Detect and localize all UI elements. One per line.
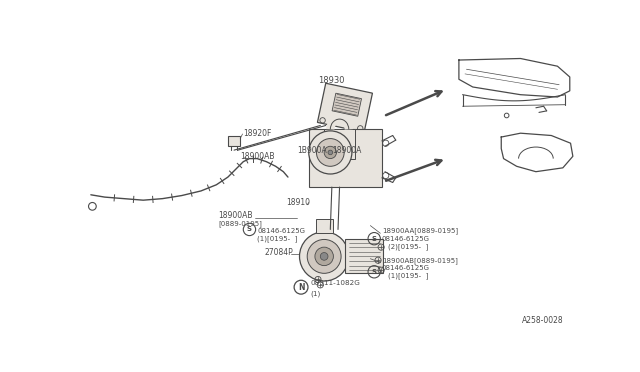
Text: A258-0028: A258-0028: [522, 316, 564, 325]
Text: 18900AB[0889-0195]: 18900AB[0889-0195]: [382, 257, 458, 264]
Text: 08146-6125G: 08146-6125G: [382, 236, 430, 242]
Polygon shape: [332, 93, 362, 116]
Text: 27084P: 27084P: [265, 248, 294, 257]
Circle shape: [315, 247, 333, 266]
Text: S: S: [372, 236, 377, 242]
Text: 1B900A: 1B900A: [297, 147, 327, 155]
Text: 18900AB: 18900AB: [240, 152, 275, 161]
Text: 18910: 18910: [287, 198, 310, 207]
FancyBboxPatch shape: [324, 129, 355, 158]
Text: 08911-1082G: 08911-1082G: [310, 280, 360, 286]
Text: 18920F: 18920F: [243, 129, 271, 138]
Text: 18900A: 18900A: [333, 147, 362, 155]
Text: (1)[0195-  ]: (1)[0195- ]: [257, 235, 298, 242]
Text: S: S: [372, 269, 377, 275]
Text: (2)[0195-  ]: (2)[0195- ]: [388, 243, 428, 250]
Text: S: S: [247, 227, 252, 232]
Polygon shape: [317, 83, 372, 132]
Bar: [345, 240, 383, 273]
Bar: [316, 219, 333, 233]
Circle shape: [316, 139, 344, 166]
Text: 08146-6125G: 08146-6125G: [257, 228, 305, 234]
Text: (1)[0195-  ]: (1)[0195- ]: [388, 272, 428, 279]
Circle shape: [328, 150, 333, 155]
Text: 18930: 18930: [318, 76, 344, 84]
Bar: [228, 136, 240, 145]
Text: [0889-0195]: [0889-0195]: [219, 220, 262, 227]
Text: (1): (1): [310, 290, 321, 296]
Circle shape: [324, 146, 337, 158]
Text: 08146-6125G: 08146-6125G: [382, 265, 430, 271]
Text: 18900AA[0889-0195]: 18900AA[0889-0195]: [382, 228, 458, 234]
Circle shape: [300, 232, 349, 281]
Text: N: N: [298, 283, 304, 292]
Circle shape: [320, 253, 328, 260]
Bar: [308, 129, 382, 187]
Circle shape: [308, 131, 352, 174]
Circle shape: [307, 240, 341, 273]
Text: 18900AB: 18900AB: [219, 211, 253, 220]
